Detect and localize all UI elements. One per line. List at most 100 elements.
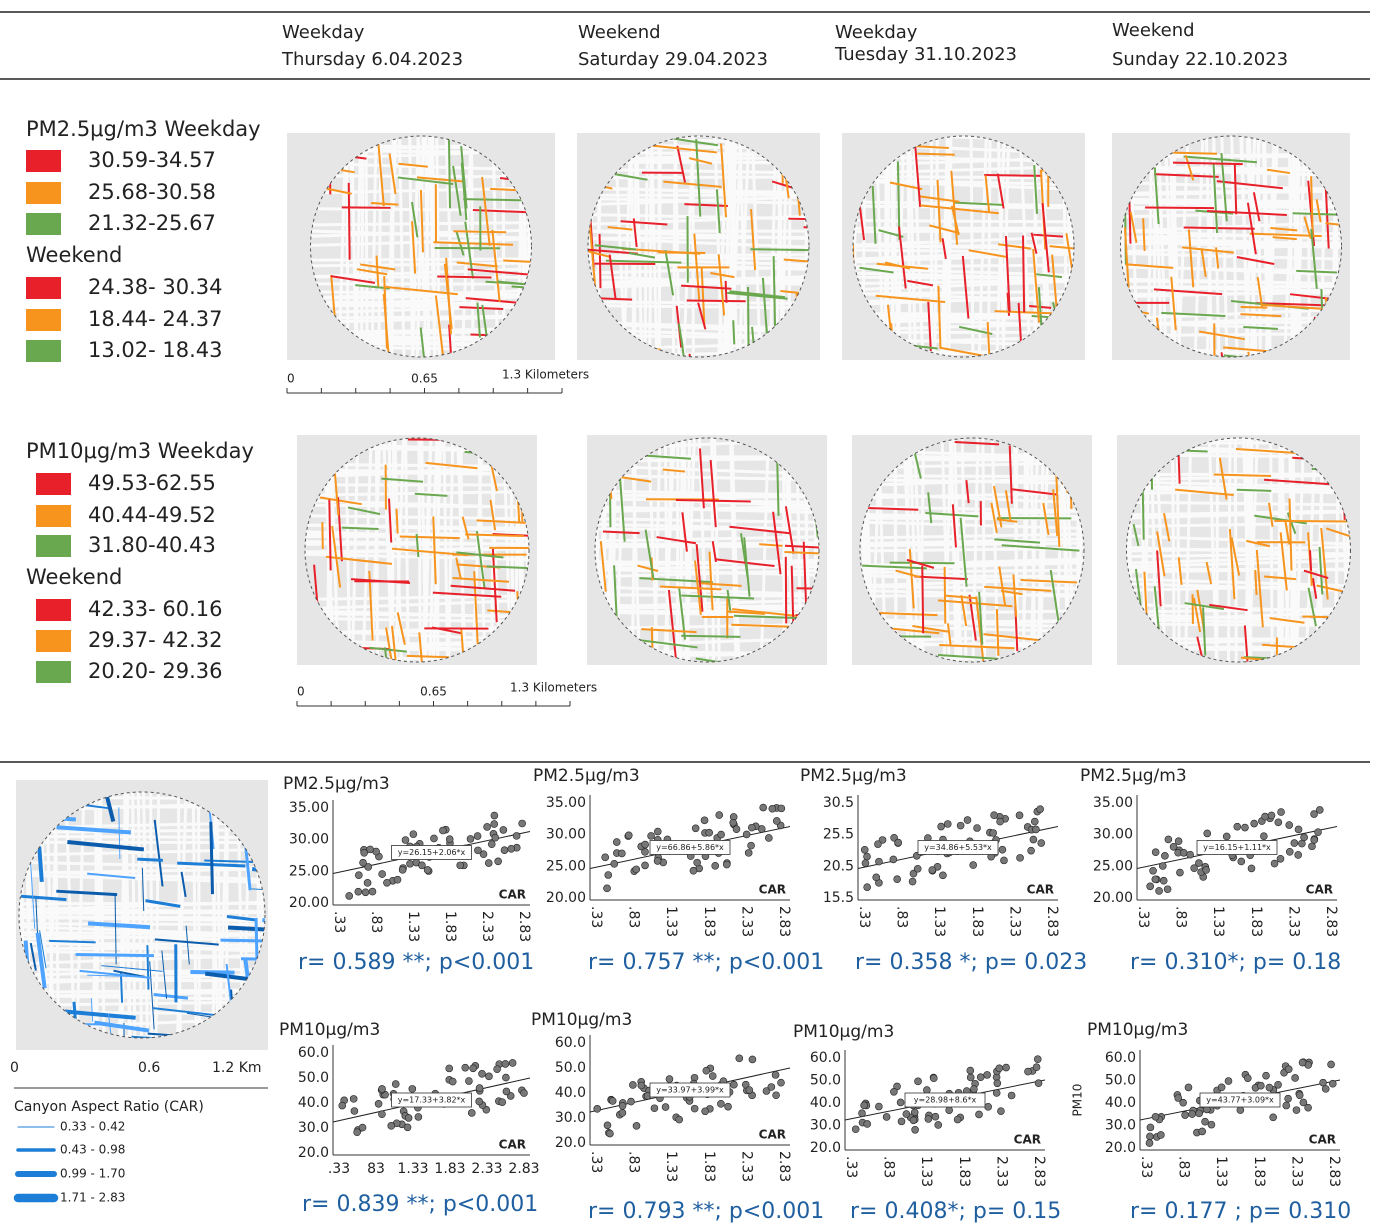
scatter-dot [909,878,916,885]
x-tick-label: 2.33 [993,1156,1009,1187]
correlation-stat: r= 0.358 *; p= 0.023 [855,950,1087,975]
scatter-dot [1241,824,1248,831]
scatter-dot [1268,812,1275,819]
scatter-dot [602,854,609,861]
page: html,body{margin:0;padding:0;background:… [0,0,1378,1223]
scatter-dot [520,1090,527,1097]
y-tick-label: 15.5 [823,890,854,906]
road-segment [1274,521,1354,522]
legend-swatch [26,213,61,235]
scatter-dot [864,1120,871,1127]
y-tick-label: 20.00 [289,895,329,911]
scatter-dot [606,1130,613,1137]
road-segment [1145,207,1214,208]
scatter-dot [494,1066,501,1073]
scatter-dot [642,862,649,869]
legend-label: 0.99 - 1.70 [60,1167,125,1181]
scatter-dot [495,858,502,865]
road-segment [687,300,746,301]
legend-title: PM2.5μg/m3 Weekday [26,117,261,141]
scatter-dot [970,862,977,869]
scatter-dot [1263,1072,1270,1079]
scatter-dot [1152,1113,1159,1120]
scatter-dot [501,847,508,854]
scatter-dot [1234,823,1241,830]
x-tick-label: .83 [626,906,642,928]
column-kind: Weekday [282,22,365,43]
street [213,780,215,1050]
street [949,133,951,360]
scatter-dot [468,1109,475,1116]
plot-title: PM10μg/m3 [793,1022,894,1042]
road-segment [1186,662,1188,739]
figure: WeekdayThursday 6.04.2023WeekendSaturday… [0,0,1378,1223]
scatter-dot [1195,860,1202,867]
scatter-dot [479,1070,486,1077]
scatter-dot [604,1122,611,1129]
y-tick-label: 40.0 [298,1095,329,1111]
street [16,924,268,925]
scatter-dot [1203,866,1210,873]
scatter-dot [409,1085,416,1092]
scatter-dot [364,879,371,886]
scatter-dot [509,1059,516,1066]
street [842,277,1085,278]
scatter-dot [1285,1066,1292,1073]
street [282,133,287,360]
plot-title: PM10μg/m3 [1087,1020,1188,1040]
scatter-dot [745,849,752,856]
scatter-dot [1237,1107,1244,1114]
scale-label: 0 [297,685,305,699]
column-date: Tuesday 31.10.2023 [834,44,1017,65]
scatter-dot [430,835,437,842]
scatter-dot [912,1126,919,1133]
x-tick-label: 2.83 [516,911,532,942]
x-axis-label: CAR [499,1138,526,1152]
scatter-dot [1286,822,1293,829]
scatter-dot [1008,1092,1015,1099]
correlation-stat: r= 0.310*; p= 0.18 [1130,950,1341,975]
road-segment [917,154,954,155]
street [16,836,268,837]
scatter-dot [957,822,964,829]
scale-label: 0.65 [411,372,438,386]
scatter-dot [402,837,409,844]
scatter-dot [1308,843,1315,850]
scatter-dot [778,1079,785,1086]
scatter-dot [1176,869,1183,876]
x-tick-label: 1.83 [1248,906,1264,937]
road-segment [733,320,734,344]
x-tick-label: 2.33 [1285,906,1301,937]
scatter-dot [449,1078,456,1085]
road-segment [329,500,330,571]
scatter-dot [890,1088,897,1095]
scatter-dot [1152,849,1159,856]
y-tick-label: 30.5 [823,795,854,811]
scatter-dot [1146,1133,1153,1140]
road-segment [1222,352,1229,414]
scatter-dot [613,839,620,846]
scatter-dot [399,866,406,873]
scatter-dot [690,867,697,874]
scatter-dot [712,862,719,869]
legend-swatch [26,277,61,299]
scatter-dot [1032,826,1039,833]
scatter-dot [1170,843,1177,850]
scatter-dot [519,820,526,827]
road-segment [1310,550,1311,571]
legend-swatch [36,599,71,621]
y-tick-label: 20.0 [298,1145,329,1161]
scatter-dot [405,1114,412,1121]
scatter-dot [716,812,723,819]
scatter-dot [619,1102,626,1109]
scatter-dot [967,1067,974,1074]
road-segment [1184,227,1255,228]
scatter-dot [484,823,491,830]
scatter-dot [748,824,755,831]
plot-title: PM10μg/m3 [531,1010,632,1030]
scatter-dot [350,1095,357,1102]
scale-label: 1.3 Kilometers [510,681,597,695]
scatter-dot [1238,858,1245,865]
x-tick-label: 1.33 [663,906,679,937]
scatter-dot [706,829,713,836]
